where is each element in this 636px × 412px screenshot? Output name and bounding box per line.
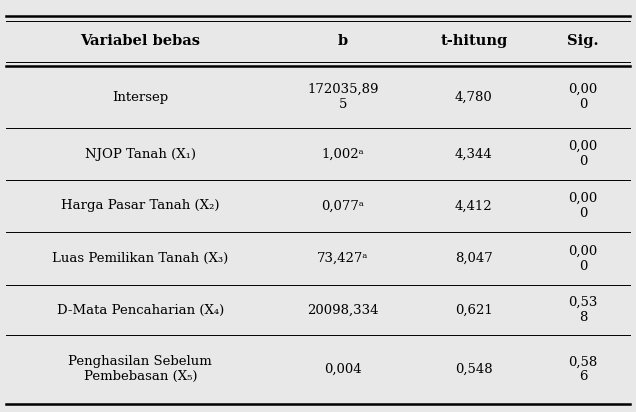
Text: Sig.: Sig. <box>567 34 598 48</box>
Text: 4,780: 4,780 <box>455 91 493 104</box>
Text: 0,00
0: 0,00 0 <box>569 245 597 272</box>
Text: 4,412: 4,412 <box>455 199 493 212</box>
Text: b: b <box>338 34 348 48</box>
Text: 8,047: 8,047 <box>455 252 493 265</box>
Text: Penghasilan Sebelum
Pembebasan (X₅): Penghasilan Sebelum Pembebasan (X₅) <box>69 355 212 383</box>
Text: Luas Pemilikan Tanah (X₃): Luas Pemilikan Tanah (X₃) <box>52 252 228 265</box>
Text: 0,004: 0,004 <box>324 363 362 376</box>
Text: Variabel bebas: Variabel bebas <box>80 34 200 48</box>
Text: 73,427ᵃ: 73,427ᵃ <box>317 252 369 265</box>
Text: 0,00
0: 0,00 0 <box>569 140 597 168</box>
Text: 4,344: 4,344 <box>455 147 493 161</box>
Text: Harga Pasar Tanah (X₂): Harga Pasar Tanah (X₂) <box>61 199 219 212</box>
Text: 0,00
0: 0,00 0 <box>569 192 597 220</box>
Text: 20098,334: 20098,334 <box>307 304 378 317</box>
Text: D-Mata Pencaharian (X₄): D-Mata Pencaharian (X₄) <box>57 304 224 317</box>
Text: 0,077ᵃ: 0,077ᵃ <box>321 199 364 212</box>
Text: 1,002ᵃ: 1,002ᵃ <box>322 147 364 161</box>
Text: 0,53
8: 0,53 8 <box>568 296 598 324</box>
Text: NJOP Tanah (X₁): NJOP Tanah (X₁) <box>85 147 196 161</box>
Text: Intersep: Intersep <box>113 91 169 104</box>
Text: 0,00
0: 0,00 0 <box>569 83 597 111</box>
Text: t-hitung: t-hitung <box>440 34 508 48</box>
Text: 172035,89
5: 172035,89 5 <box>307 83 378 111</box>
Text: 0,548: 0,548 <box>455 363 493 376</box>
Text: 0,58
6: 0,58 6 <box>569 355 597 383</box>
Text: 0,621: 0,621 <box>455 304 493 317</box>
